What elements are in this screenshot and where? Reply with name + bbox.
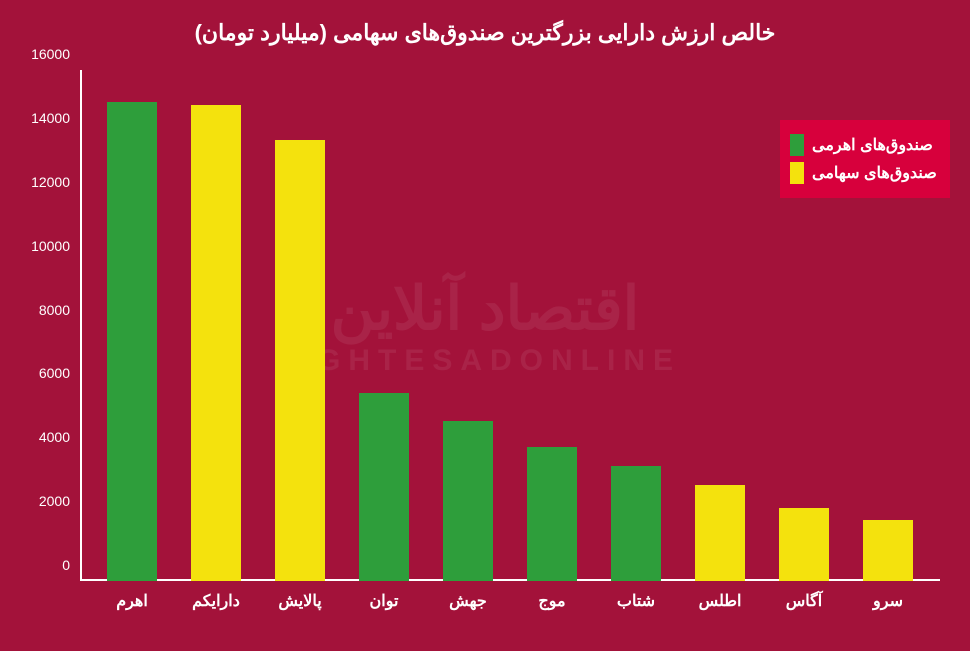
y-tick-label: 14000 — [10, 110, 70, 126]
x-axis-label: آگاس — [762, 591, 846, 631]
bar — [191, 105, 241, 581]
x-axis-label: دارایکم — [174, 591, 258, 631]
legend: صندوق‌های اهرمی صندوق‌های سهامی — [780, 120, 950, 198]
y-tick-label: 4000 — [10, 429, 70, 445]
legend-item: صندوق‌های سهامی — [790, 162, 940, 184]
x-axis-label: موج — [510, 591, 594, 631]
x-axis-label: جهش — [426, 591, 510, 631]
x-axis-label: اهرم — [90, 591, 174, 631]
bar — [359, 393, 409, 581]
chart-container: خالص ارزش دارایی بزرگترین صندوق‌های سهام… — [0, 0, 970, 651]
y-tick-label: 0 — [10, 557, 70, 573]
legend-swatch — [790, 134, 804, 156]
chart-title: خالص ارزش دارایی بزرگترین صندوق‌های سهام… — [30, 20, 940, 46]
bar-slot — [510, 70, 594, 581]
bar-slot — [594, 70, 678, 581]
y-tick-label: 8000 — [10, 302, 70, 318]
y-tick-label: 10000 — [10, 238, 70, 254]
y-tick-label: 6000 — [10, 365, 70, 381]
bar-slot — [678, 70, 762, 581]
bar-slot — [426, 70, 510, 581]
bar — [443, 421, 493, 581]
legend-swatch — [790, 162, 804, 184]
bar — [863, 520, 913, 581]
y-tick-label: 2000 — [10, 493, 70, 509]
legend-label: صندوق‌های اهرمی — [812, 135, 933, 155]
bar — [779, 508, 829, 581]
y-tick-label: 16000 — [10, 46, 70, 62]
x-axis-label: توان — [342, 591, 426, 631]
legend-label: صندوق‌های سهامی — [812, 163, 937, 183]
bar — [695, 485, 745, 581]
x-axis-labels: اهرمدارایکمپالایشتوانجهشموجشتاباطلسآگاسس… — [80, 591, 940, 631]
x-axis-label: پالایش — [258, 591, 342, 631]
x-axis-label: اطلس — [678, 591, 762, 631]
x-axis-label: سرو — [846, 591, 930, 631]
bar — [275, 140, 325, 581]
bar — [107, 102, 157, 581]
bar-slot — [90, 70, 174, 581]
legend-item: صندوق‌های اهرمی — [790, 134, 940, 156]
bar-slot — [342, 70, 426, 581]
bar-slot — [174, 70, 258, 581]
bar — [527, 447, 577, 581]
bar-slot — [258, 70, 342, 581]
y-tick-label: 12000 — [10, 174, 70, 190]
bar — [611, 466, 661, 581]
x-axis-label: شتاب — [594, 591, 678, 631]
